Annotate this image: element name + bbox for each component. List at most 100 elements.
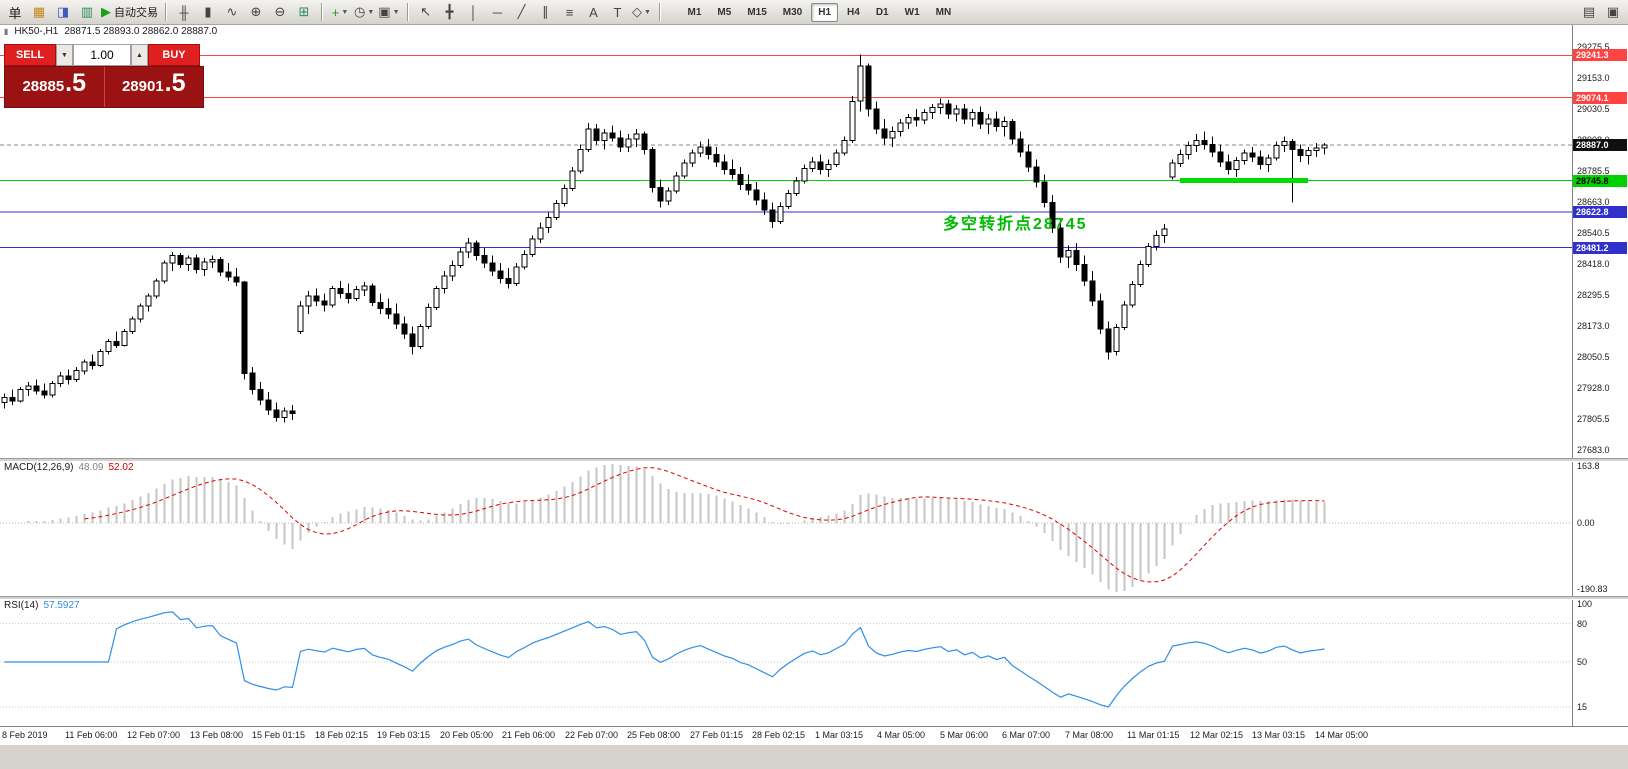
time-axis-label: 11 Feb 06:00 bbox=[65, 730, 118, 740]
timeframe-m1[interactable]: M1 bbox=[687, 6, 702, 18]
print-icon[interactable]: ▤ bbox=[1578, 1, 1600, 23]
horizontal-line-icon[interactable]: ─ bbox=[487, 1, 509, 23]
time-axis-label: 22 Feb 07:00 bbox=[565, 730, 619, 740]
shapes-icon: ◇ bbox=[632, 4, 643, 19]
volume-input[interactable] bbox=[73, 44, 131, 66]
macd-label: MACD(12,26,9) 48.09 52.02 bbox=[4, 462, 134, 473]
autotrading-button[interactable]: ▶ 自动交易 bbox=[100, 1, 159, 23]
crosshair-icon: ╋ bbox=[445, 4, 454, 19]
templates-icon[interactable]: ▣ ▼ bbox=[377, 1, 400, 23]
vertical-line-icon: │ bbox=[469, 4, 478, 20]
cursor-icon[interactable]: ↖ bbox=[415, 1, 437, 23]
new-chart-icon[interactable]: ▦ bbox=[28, 1, 50, 23]
bar-chart-icon[interactable]: ╫ bbox=[173, 1, 195, 23]
time-axis-label: 1 Mar 03:15 bbox=[815, 730, 864, 740]
profiles-icon: ◨ bbox=[56, 4, 70, 19]
chart-window-icon: ▮ bbox=[4, 27, 9, 36]
timeframe-mn[interactable]: MN bbox=[935, 6, 952, 18]
text-label-icon[interactable]: T bbox=[607, 1, 629, 23]
time-axis-label: 13 Mar 03:15 bbox=[1252, 730, 1306, 740]
text-label-icon: T bbox=[613, 4, 622, 20]
rsi-label: RSI(14) 57.5927 bbox=[4, 600, 80, 611]
price-axis-label: 163.8 bbox=[1577, 461, 1600, 471]
chart-window-title: ▮ HK50-,H1 28871.5 28893.0 28862.0 28887… bbox=[4, 26, 217, 37]
timeframe-h4[interactable]: H4 bbox=[847, 6, 860, 18]
timeframe-m5[interactable]: M5 bbox=[717, 6, 732, 18]
status-strip bbox=[0, 744, 1628, 769]
new-window-icon[interactable]: ▣ bbox=[1602, 1, 1624, 23]
buy-price[interactable]: 28901 .5 bbox=[105, 67, 204, 107]
turning-point-annotation[interactable]: 多空转折点28745 bbox=[943, 216, 1088, 233]
volume-decrease-button[interactable]: ▼ bbox=[56, 44, 73, 66]
price-axis-label: 29275.5 bbox=[1577, 42, 1610, 52]
time-axis-label: 7 Mar 08:00 bbox=[1065, 730, 1114, 740]
text-icon[interactable]: A bbox=[583, 1, 605, 23]
channel-icon: ∥ bbox=[542, 4, 549, 19]
rsi-name: RSI(14) bbox=[4, 600, 39, 611]
sell-button[interactable]: SELL bbox=[4, 44, 56, 66]
timeframe-w1[interactable]: W1 bbox=[904, 6, 920, 18]
crosshair-icon[interactable]: ╋ bbox=[439, 1, 461, 23]
line-chart-icon[interactable]: ∿ bbox=[221, 1, 243, 23]
one-click-trading-panel: SELL ▼ ▲ BUY 28885 .5 28901 .5 bbox=[4, 44, 204, 108]
zoom-out-icon[interactable]: ⊖ bbox=[269, 1, 291, 23]
zoom-in-icon[interactable]: ⊕ bbox=[245, 1, 267, 23]
timeframe-m30[interactable]: M30 bbox=[782, 6, 803, 18]
vertical-line-icon[interactable]: │ bbox=[463, 1, 485, 23]
price-axis-label: 80 bbox=[1577, 619, 1588, 629]
indicators-icon[interactable]: + ▼ bbox=[329, 1, 351, 23]
time-axis-label: 5 Mar 06:00 bbox=[940, 730, 989, 740]
chart-area[interactable]: ▮ HK50-,H1 28871.5 28893.0 28862.0 28887… bbox=[0, 24, 1628, 745]
channel-icon[interactable]: ∥ bbox=[535, 1, 557, 23]
time-axis[interactable]: 8 Feb 2019 11 Feb 06:00 12 Feb 07:00 13 Feb… bbox=[0, 726, 1628, 745]
profiles-icon[interactable]: ◨ bbox=[52, 1, 74, 23]
timeframe-m15[interactable]: M15 bbox=[747, 6, 767, 18]
horizontal-line-icon: ─ bbox=[492, 4, 503, 20]
price-axis[interactable]: 29275.529153.029030.528908.028785.528663… bbox=[1572, 24, 1628, 726]
trade-panel-prices: 28885 .5 28901 .5 bbox=[4, 66, 204, 108]
time-axis-label: 12 Feb 07:00 bbox=[127, 730, 181, 740]
new-order-icon[interactable]: 单 bbox=[4, 1, 26, 23]
periods-icon[interactable]: ◷ ▼ bbox=[353, 1, 375, 23]
toolbar-separator bbox=[165, 3, 167, 21]
toolbar-separator bbox=[406, 3, 409, 21]
timeframe-d1[interactable]: D1 bbox=[875, 6, 889, 18]
toolbar-right-group: ▤ ▣ bbox=[1577, 1, 1625, 23]
volume-increase-button[interactable]: ▲ bbox=[131, 44, 148, 66]
autotrading-button: ▶ bbox=[101, 4, 111, 19]
timeframe-h1[interactable]: H1 bbox=[811, 2, 839, 22]
price-axis-label: 15 bbox=[1577, 702, 1588, 712]
panel-splitter[interactable] bbox=[0, 596, 1628, 600]
indicators-icon: + bbox=[331, 4, 340, 20]
market-watch-icon[interactable]: ▥ bbox=[76, 1, 98, 23]
timeframe-toolbar: M1 M5 M15 M30 H1 H4 D1 W1 MN bbox=[680, 2, 960, 22]
candlestick-chart-icon: ▮ bbox=[204, 4, 212, 19]
shapes-icon[interactable]: ◇ ▼ bbox=[631, 1, 653, 23]
fibonacci-icon: ≡ bbox=[565, 4, 574, 20]
market-watch-icon: ▥ bbox=[80, 4, 94, 19]
sell-price[interactable]: 28885 .5 bbox=[5, 67, 105, 107]
price-axis-label: 28050.5 bbox=[1577, 352, 1610, 362]
panel-splitter[interactable] bbox=[0, 458, 1628, 462]
templates-icon: ▣ bbox=[378, 4, 391, 19]
buy-price-main: 28901 bbox=[121, 78, 164, 95]
macd-main-value: 48.09 bbox=[78, 462, 104, 473]
price-level-label: 28887.0 bbox=[1573, 139, 1627, 151]
buy-button[interactable]: BUY bbox=[148, 44, 200, 66]
candlestick-chart-icon[interactable]: ▮ bbox=[197, 1, 219, 23]
price-level-label: 28481.2 bbox=[1573, 242, 1627, 254]
rsi-value: 57.5927 bbox=[43, 600, 80, 611]
price-axis-label: 27683.0 bbox=[1577, 445, 1610, 455]
macd-signal-value: 52.02 bbox=[108, 462, 134, 473]
price-chart-svg[interactable] bbox=[0, 24, 1572, 726]
price-axis-label: 28785.5 bbox=[1577, 166, 1610, 176]
toolbar-separator bbox=[658, 3, 661, 21]
dropdown-arrow-icon: ▼ bbox=[644, 8, 651, 16]
fibonacci-icon[interactable]: ≡ bbox=[559, 1, 581, 23]
time-axis-label: 18 Feb 02:15 bbox=[315, 730, 369, 740]
trendline-icon[interactable]: ╱ bbox=[511, 1, 533, 23]
tile-windows-icon[interactable]: ⊞ bbox=[293, 1, 315, 23]
time-axis-label: 6 Mar 07:00 bbox=[1002, 730, 1051, 740]
buy-price-frac: .5 bbox=[164, 69, 186, 97]
price-axis-label: 27805.5 bbox=[1577, 414, 1610, 424]
